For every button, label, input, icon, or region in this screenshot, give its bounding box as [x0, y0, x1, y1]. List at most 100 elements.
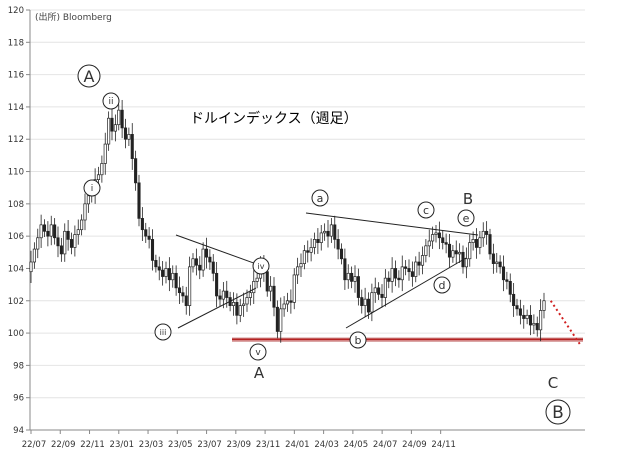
wave-label-c: c [417, 201, 435, 219]
candle-body [397, 277, 401, 281]
candle [528, 305, 533, 336]
candle-body [471, 239, 475, 243]
candle-body [410, 271, 414, 277]
candle [100, 155, 104, 183]
candle [522, 305, 526, 329]
candle-body [76, 229, 80, 235]
candle-body [312, 239, 317, 248]
candle-body [525, 314, 529, 319]
candle [201, 242, 205, 277]
candle [474, 228, 479, 259]
candle [299, 253, 303, 278]
candle-body [137, 182, 141, 219]
candle-body [147, 235, 151, 240]
candle-body [113, 124, 117, 132]
candle-body [117, 109, 121, 126]
candle [36, 228, 40, 259]
candle [434, 225, 438, 243]
candle-body [326, 230, 330, 237]
wave-label-B-big-circle [545, 399, 571, 425]
candle [282, 296, 286, 317]
candle [164, 261, 168, 284]
y-tick-label: 116 [8, 71, 24, 81]
candle-body [120, 109, 124, 129]
wave-label-C: C [548, 374, 558, 392]
candle [289, 289, 293, 314]
candle-body [299, 263, 303, 268]
candle-body [73, 234, 77, 248]
wave-label-c-text: c [423, 204, 429, 217]
candle [245, 289, 249, 312]
candle [512, 283, 516, 317]
x-tick-label: 23/01 [110, 440, 135, 450]
candle-body [49, 224, 53, 237]
candle [390, 257, 394, 293]
candle [157, 256, 161, 281]
candle-body [191, 258, 195, 268]
wave-label-v: v [249, 343, 267, 361]
candle [144, 222, 148, 243]
candle-body [380, 293, 384, 298]
candles-layer [29, 99, 582, 347]
candle [117, 104, 121, 131]
candle-body [333, 224, 337, 240]
candle [532, 314, 536, 335]
candle [444, 233, 448, 254]
candle [103, 132, 107, 175]
candle-body [532, 323, 536, 326]
candle [380, 284, 384, 308]
candle [59, 237, 63, 262]
candle-body [218, 295, 222, 300]
candle [373, 277, 377, 303]
candle [383, 269, 387, 307]
candle-body [86, 195, 90, 205]
candle-body [177, 287, 182, 294]
candle-body [363, 298, 367, 306]
candle [518, 299, 522, 325]
x-tick-label: 24/07 [373, 440, 398, 450]
candle-body [309, 247, 313, 253]
wave-label-i: i [83, 179, 101, 197]
wave-label-b-circle [349, 331, 367, 349]
candle-body [231, 302, 236, 306]
candle-body [174, 272, 178, 289]
candle-body [248, 292, 252, 298]
candle [191, 253, 195, 273]
candle [140, 207, 144, 241]
y-tick-label: 96 [13, 394, 24, 404]
candle [150, 229, 155, 271]
candle-body [306, 250, 310, 253]
x-tick-label: 24/05 [344, 440, 369, 450]
y-tick-label: 110 [8, 168, 24, 178]
candle [194, 248, 198, 276]
candle [46, 221, 50, 247]
candle-body [491, 253, 495, 264]
y-tick-label: 100 [8, 329, 24, 339]
candle [431, 226, 435, 249]
candle-body [171, 272, 175, 281]
candle [120, 99, 124, 139]
candle [174, 265, 178, 296]
candle-body [46, 230, 50, 237]
candle-body [444, 242, 448, 245]
wave-label-c-circle [417, 201, 435, 219]
candle [231, 292, 236, 316]
candle-body [468, 242, 472, 260]
candle-body [454, 250, 458, 255]
wave-label-iv-text: iv [258, 262, 265, 271]
candle [188, 256, 192, 316]
y-tick-label: 98 [13, 361, 24, 371]
wave-label-e: e [457, 209, 475, 227]
candle [464, 247, 468, 279]
candle [441, 230, 445, 250]
candle-body [498, 261, 502, 268]
candle [498, 255, 502, 274]
candle [53, 218, 57, 245]
candle [269, 276, 273, 302]
candle [238, 298, 242, 323]
wave-label-a: a [311, 189, 329, 207]
candle-body [488, 234, 492, 255]
triangle-2-upper [305, 212, 479, 236]
candle-body [184, 295, 188, 306]
candle [326, 220, 330, 248]
